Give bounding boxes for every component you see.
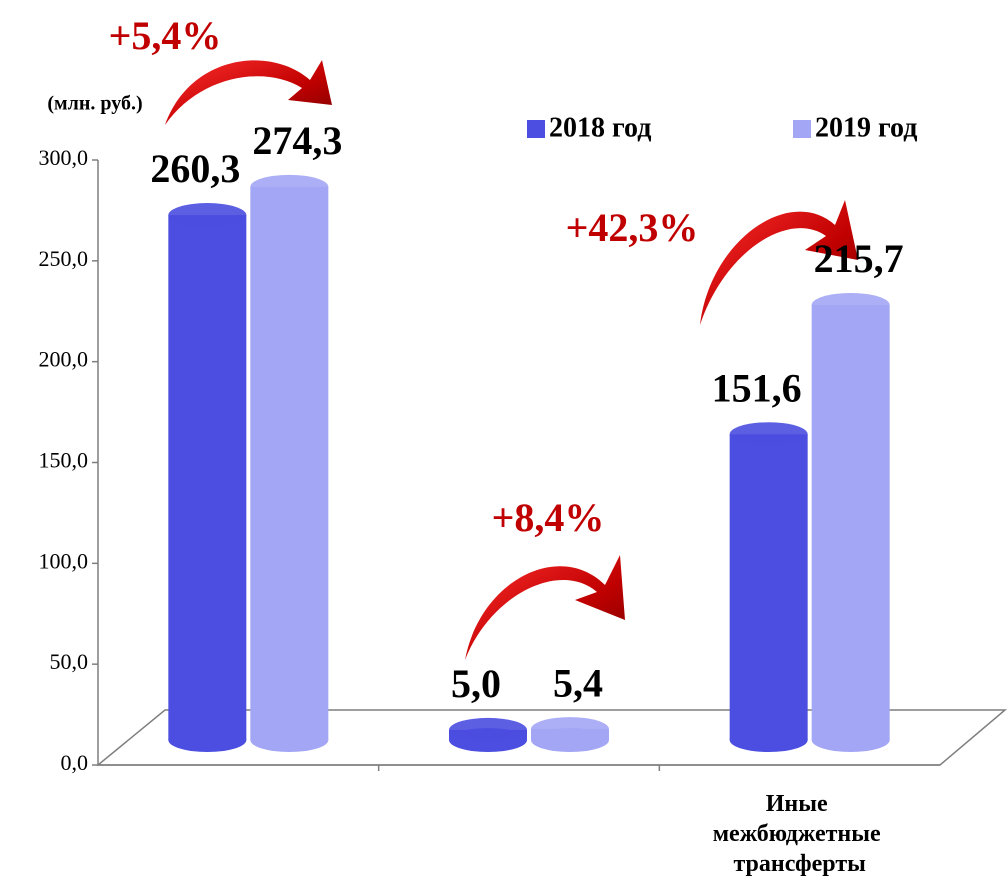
value-label: 215,7 (814, 236, 904, 281)
y-tick-label: 150,0 (39, 448, 89, 473)
value-label: 5,0 (451, 661, 501, 706)
y-tick-label: 300,0 (39, 145, 89, 170)
value-label: 151,6 (712, 365, 802, 410)
bar (250, 186, 329, 740)
value-label: 5,4 (553, 660, 603, 705)
legend-label: 2018 год (549, 112, 651, 143)
value-label: 260,3 (150, 146, 240, 191)
legend-label: 2019 год (815, 112, 917, 143)
annotation: +5,4% (109, 13, 222, 58)
value-label: 274,3 (252, 118, 342, 163)
y-tick-label: 100,0 (39, 548, 89, 573)
bar (729, 434, 808, 740)
arrow (165, 60, 858, 660)
bar-cap (250, 174, 329, 199)
annotation: +42,3% (566, 205, 699, 250)
bar-cap (811, 293, 890, 318)
bar (168, 215, 247, 741)
bar-cap (531, 717, 609, 742)
x-tick-label: Иные межбюджетные трансферты (713, 791, 887, 877)
bar-cap (729, 422, 808, 447)
bar-cap (168, 203, 247, 228)
annotation: +8,4% (492, 495, 605, 540)
bar (811, 305, 890, 740)
unit-label: (млн. руб.) (47, 93, 142, 115)
y-tick-label: 0,0 (61, 750, 89, 775)
y-tick-label: 250,0 (39, 246, 89, 271)
y-tick-label: 200,0 (39, 347, 89, 372)
legend-swatch (793, 120, 811, 138)
y-tick-label: 50,0 (50, 649, 89, 674)
legend-swatch (527, 120, 545, 138)
bar-cap (449, 717, 527, 742)
